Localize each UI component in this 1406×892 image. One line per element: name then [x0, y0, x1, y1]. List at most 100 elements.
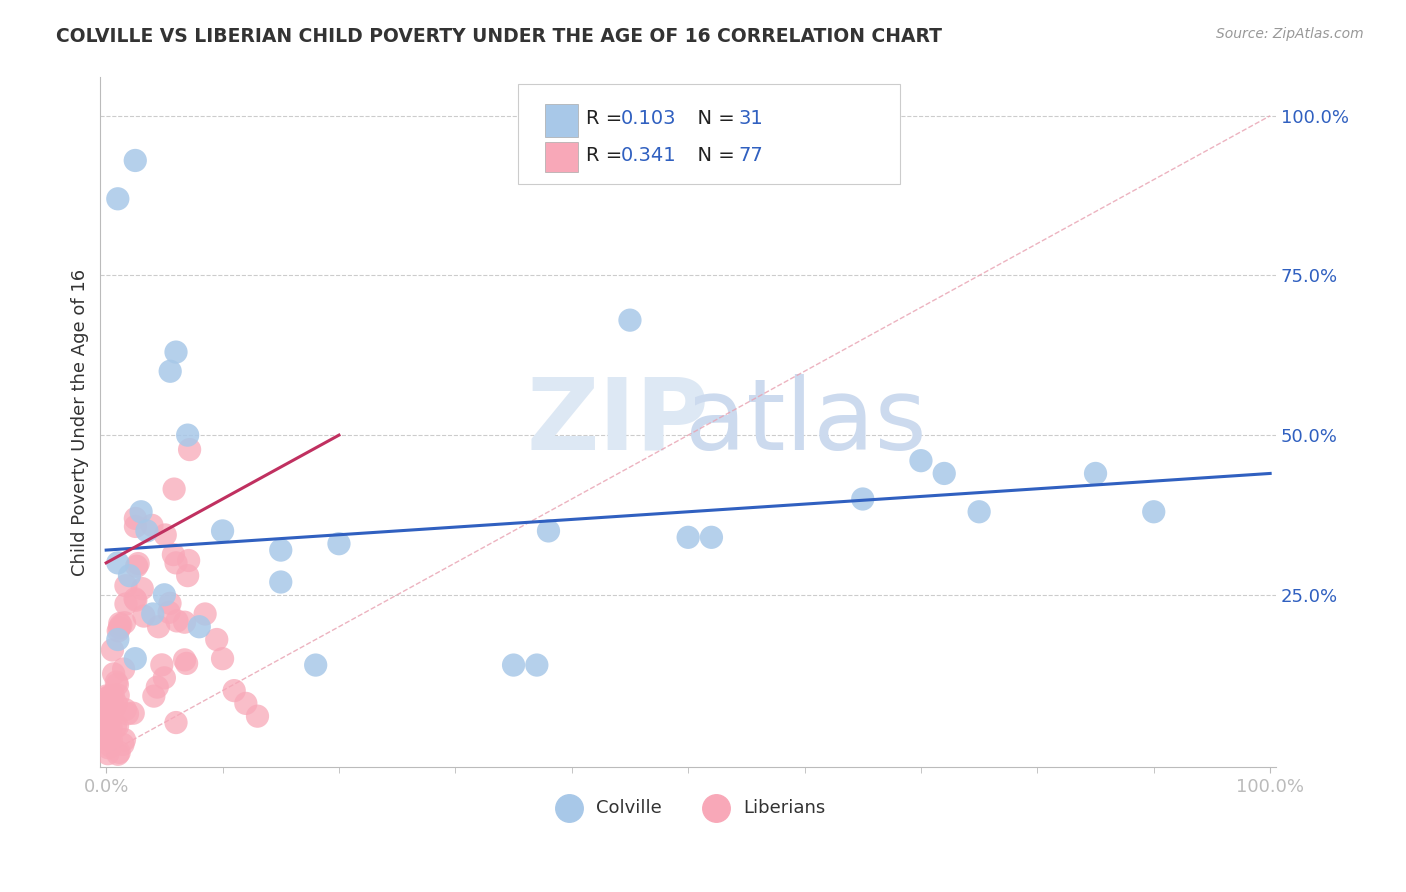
Point — [188, 620, 211, 634]
Point — [98, 733, 121, 747]
Point — [270, 574, 292, 589]
Point — [194, 607, 217, 621]
Point — [224, 683, 246, 698]
Point — [100, 733, 122, 747]
Point — [166, 614, 188, 628]
Point — [165, 345, 187, 359]
Point — [205, 632, 228, 647]
Text: ZIP: ZIP — [526, 374, 709, 471]
Point — [1084, 467, 1107, 481]
Point — [162, 548, 184, 562]
Point — [97, 706, 120, 721]
Point — [142, 607, 165, 621]
Point — [910, 453, 932, 467]
Point — [107, 747, 129, 762]
Point — [150, 657, 173, 672]
Point — [110, 618, 132, 632]
Text: 77: 77 — [738, 146, 763, 165]
FancyBboxPatch shape — [544, 142, 578, 172]
Point — [107, 624, 129, 638]
Point — [117, 706, 139, 721]
Point — [124, 511, 146, 525]
Point — [852, 491, 875, 506]
Point — [97, 690, 120, 705]
Point — [114, 615, 136, 630]
Point — [153, 671, 176, 685]
Point — [132, 609, 155, 624]
Text: Source: ZipAtlas.com: Source: ZipAtlas.com — [1216, 27, 1364, 41]
Point — [700, 530, 723, 544]
Point — [97, 718, 120, 732]
Point — [173, 653, 195, 667]
Point — [107, 192, 129, 206]
Point — [100, 691, 122, 706]
Point — [1143, 505, 1166, 519]
Point — [177, 553, 200, 567]
Point — [131, 582, 153, 596]
Point — [127, 557, 149, 571]
Point — [108, 616, 131, 631]
Point — [176, 568, 198, 582]
Point — [114, 732, 136, 747]
Point — [96, 709, 118, 723]
Point — [176, 428, 198, 442]
Point — [165, 556, 187, 570]
Point — [676, 530, 699, 544]
Point — [179, 442, 201, 457]
Point — [124, 591, 146, 606]
Point — [112, 662, 135, 676]
Point — [502, 658, 524, 673]
Point — [125, 559, 148, 574]
Point — [107, 719, 129, 733]
Point — [115, 579, 138, 593]
Point — [165, 715, 187, 730]
Text: 31: 31 — [738, 110, 763, 128]
Point — [97, 740, 120, 755]
Point — [115, 597, 138, 611]
Point — [159, 596, 181, 610]
Text: R =: R = — [586, 110, 628, 128]
Point — [142, 689, 165, 703]
Point — [107, 632, 129, 647]
Point — [96, 728, 118, 742]
Point — [270, 543, 292, 558]
Point — [619, 313, 641, 327]
Point — [100, 739, 122, 754]
Point — [107, 677, 129, 691]
Point — [96, 695, 118, 709]
Point — [153, 588, 176, 602]
Point — [246, 709, 269, 723]
Point — [176, 657, 198, 671]
Point — [211, 651, 233, 665]
FancyBboxPatch shape — [544, 104, 578, 137]
Point — [108, 621, 131, 635]
Legend: Colville, Liberians: Colville, Liberians — [544, 791, 832, 824]
Point — [96, 729, 118, 743]
Y-axis label: Child Poverty Under the Age of 16: Child Poverty Under the Age of 16 — [72, 268, 89, 576]
Point — [97, 747, 120, 761]
Point — [103, 666, 125, 681]
Text: N =: N = — [685, 146, 741, 165]
Point — [934, 467, 956, 481]
Point — [163, 482, 186, 496]
Text: N =: N = — [685, 110, 741, 128]
Point — [108, 745, 131, 759]
Point — [97, 713, 120, 727]
Point — [105, 675, 128, 690]
Point — [967, 505, 990, 519]
Text: atlas: atlas — [685, 374, 927, 471]
Point — [105, 697, 128, 711]
Point — [107, 556, 129, 570]
Point — [235, 697, 257, 711]
Point — [526, 658, 548, 673]
Point — [118, 568, 141, 582]
Point — [159, 364, 181, 378]
Text: 0.341: 0.341 — [621, 146, 676, 165]
Point — [104, 719, 127, 733]
Point — [98, 689, 121, 703]
Point — [135, 524, 157, 538]
Point — [101, 643, 124, 657]
Point — [96, 711, 118, 725]
Point — [124, 519, 146, 533]
Point — [124, 153, 146, 168]
